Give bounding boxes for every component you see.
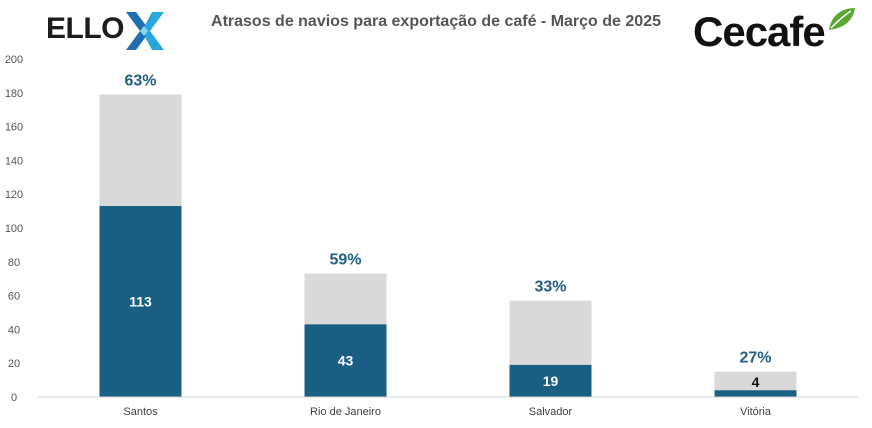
y-tick-label: 60 [8,291,20,303]
data-label: 43 [338,353,354,369]
y-axis-ticks: 0 20 40 60 80 100 120 140 160 180 200 [5,54,23,404]
x-tick-label: Salvador [529,406,573,418]
y-tick-label: 180 [5,88,23,100]
y-tick-label: 100 [5,223,23,235]
x-tick-label: Santos [123,406,158,418]
bar-segment-delayed [99,206,182,397]
bar-segment-delayed [509,364,592,397]
data-label: 113 [129,294,152,310]
data-label: 19 [543,373,559,389]
percent-label: 27% [739,350,771,367]
bar-segment-total [99,94,182,207]
bar-segment-total [509,300,592,365]
leaf-icon [829,8,855,30]
chart-title: Atrasos de navios para exportação de caf… [211,13,661,30]
percent-label: 59% [329,252,361,269]
percent-label: 63% [124,72,156,89]
ello-logo-text: ELLO [46,12,125,45]
cecafe-logo-text: Cecafe [693,8,826,55]
ello-logo: ELLO [46,8,170,54]
ello-x-mark-icon [126,12,164,50]
y-tick-label: 80 [8,257,20,269]
bar-segment-delayed [714,390,797,397]
bar-segment-total [304,273,387,325]
percent-label: 33% [534,279,566,296]
y-tick-label: 40 [8,324,20,336]
data-label: 4 [752,374,760,390]
y-tick-label: 140 [5,155,23,167]
bar-group: 113 63% 43 59% 19 33% 4 27% [99,72,797,397]
bar-segment-total [714,371,797,391]
x-axis-labels: Santos Rio de Janeiro Salvador Vitória [123,406,771,418]
x-tick-label: Rio de Janeiro [310,406,381,418]
x-tick-label: Vitória [740,406,772,418]
y-tick-label: 0 [11,392,17,404]
bar-segment-delayed [304,324,387,397]
y-tick-label: 20 [8,358,20,370]
y-tick-label: 160 [5,122,23,134]
y-tick-label: 120 [5,189,23,201]
y-tick-label: 200 [5,54,23,66]
cecafe-logo: Cecafe [693,6,859,60]
